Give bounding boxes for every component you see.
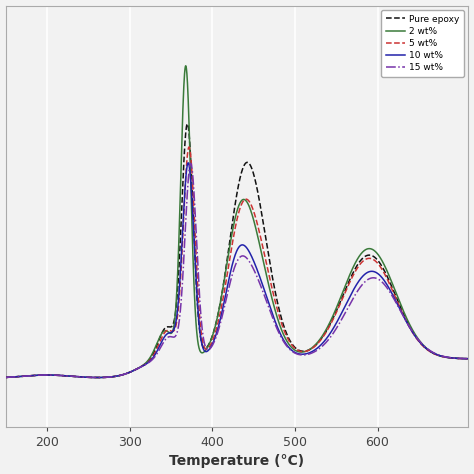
2 wt%: [345, 276, 351, 282]
10 wt%: [436, 353, 442, 358]
5 wt%: [186, 144, 192, 150]
15 wt%: [460, 356, 465, 361]
10 wt%: [201, 347, 207, 353]
15 wt%: [227, 282, 232, 288]
15 wt%: [345, 305, 351, 310]
15 wt%: [436, 352, 442, 358]
Pure epoxy: [436, 353, 442, 358]
10 wt%: [205, 348, 210, 354]
Legend: Pure epoxy, 2 wt%, 5 wt%, 10 wt%, 15 wt%: Pure epoxy, 2 wt%, 5 wt%, 10 wt%, 15 wt%: [381, 10, 464, 77]
2 wt%: [205, 345, 210, 350]
Line: 10 wt%: 10 wt%: [6, 163, 474, 377]
5 wt%: [95, 374, 100, 380]
2 wt%: [3, 374, 9, 380]
10 wt%: [460, 356, 465, 361]
2 wt%: [436, 353, 442, 358]
15 wt%: [3, 374, 9, 380]
5 wt%: [201, 343, 207, 348]
10 wt%: [227, 273, 232, 279]
Pure epoxy: [205, 344, 210, 349]
Pure epoxy: [3, 374, 9, 380]
Pure epoxy: [184, 121, 190, 127]
5 wt%: [3, 374, 9, 380]
10 wt%: [345, 297, 351, 303]
2 wt%: [227, 244, 232, 250]
10 wt%: [185, 160, 191, 165]
Line: 5 wt%: 5 wt%: [6, 147, 474, 377]
Pure epoxy: [345, 281, 351, 286]
Line: 2 wt%: 2 wt%: [6, 66, 474, 377]
2 wt%: [95, 374, 100, 380]
5 wt%: [460, 356, 465, 362]
15 wt%: [201, 337, 207, 343]
2 wt%: [183, 63, 189, 69]
Line: Pure epoxy: Pure epoxy: [6, 124, 474, 377]
5 wt%: [436, 353, 442, 358]
10 wt%: [95, 374, 100, 380]
2 wt%: [460, 356, 465, 362]
15 wt%: [188, 161, 193, 166]
X-axis label: Temperature (°C): Temperature (°C): [169, 455, 305, 468]
15 wt%: [205, 347, 210, 353]
Pure epoxy: [460, 356, 465, 362]
2 wt%: [201, 349, 207, 355]
15 wt%: [95, 374, 100, 380]
5 wt%: [345, 283, 351, 289]
10 wt%: [3, 374, 9, 380]
Pure epoxy: [201, 345, 207, 351]
Line: 15 wt%: 15 wt%: [6, 164, 474, 377]
5 wt%: [205, 346, 210, 352]
Pure epoxy: [95, 374, 100, 380]
Pure epoxy: [227, 239, 232, 245]
5 wt%: [227, 257, 232, 263]
